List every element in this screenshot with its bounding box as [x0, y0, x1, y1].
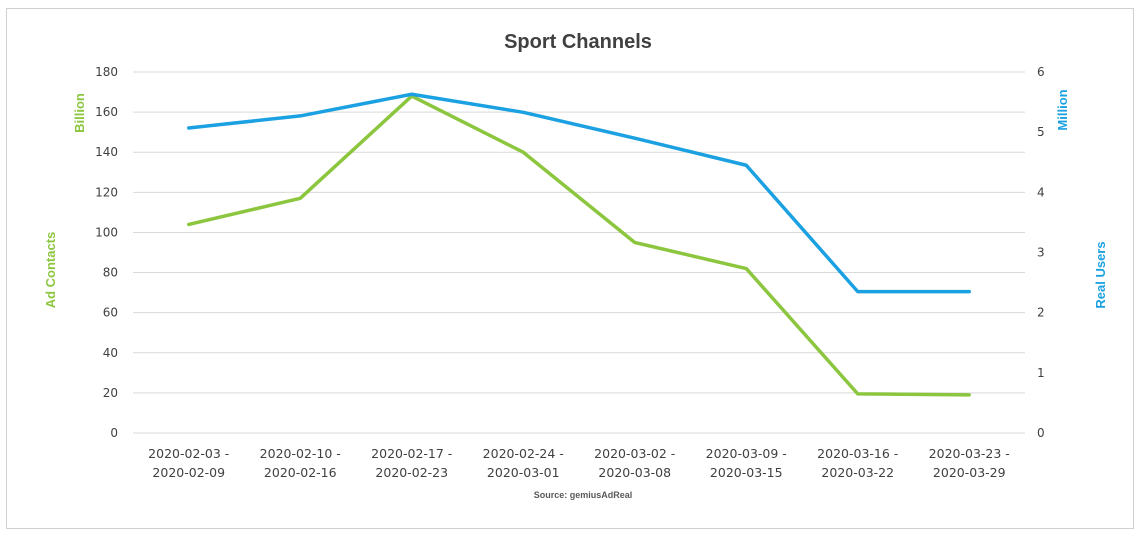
chart-frame [6, 8, 1134, 529]
real-users-line [187, 92, 971, 294]
gridlines [133, 71, 1025, 434]
category-label-line: 2020-02-16 [264, 465, 337, 480]
category-label: 2020-02-10 - 2020-02-16 [260, 446, 341, 480]
category-label: 2020-03-09 - 2020-03-15 [706, 446, 787, 480]
series-lines [187, 92, 971, 397]
chart-title: Sport Channels [504, 31, 652, 53]
category-label: 2020-02-24 - 2020-03-01 [483, 446, 564, 480]
category-label-line: 2020-02-23 [375, 465, 448, 480]
left-tick-label: 0 [110, 426, 118, 440]
right-tick-label: 0 [1037, 426, 1045, 440]
category-label-line: 2020-03-29 [933, 465, 1006, 480]
category-label-line: 2020-03-08 [598, 465, 671, 480]
category-label-line: 2020-03-23 - [929, 446, 1010, 461]
left-axis-label: Ad Contacts [43, 232, 58, 309]
left-tick-label: 160 [95, 105, 118, 119]
category-label-line: 2020-03-16 - [817, 446, 898, 461]
right-axis-ticks: 0 1 2 3 4 5 6 [1037, 65, 1045, 440]
left-tick-label: 80 [103, 266, 118, 280]
category-label-line: 2020-03-01 [487, 465, 560, 480]
category-label-line: 2020-03-02 - [594, 446, 675, 461]
category-label-line: 2020-02-10 - [260, 446, 341, 461]
right-tick-label: 6 [1037, 65, 1045, 79]
right-axis-label: Real Users [1093, 241, 1108, 308]
left-axis-unit: Billion [72, 93, 87, 133]
category-label-line: 2020-03-15 [710, 465, 783, 480]
ad-contacts-line [187, 94, 971, 397]
left-axis-ticks: 0 20 40 60 80 100 120 140 160 180 [95, 65, 118, 440]
left-tick-label: 60 [103, 306, 118, 320]
right-axis-unit: Million [1055, 89, 1070, 130]
left-tick-label: 20 [103, 386, 118, 400]
left-tick-label: 100 [95, 225, 118, 239]
category-label-line: 2020-03-22 [821, 465, 894, 480]
category-label-line: 2020-03-09 - [706, 446, 787, 461]
category-label: 2020-02-17 - 2020-02-23 [371, 446, 452, 480]
category-label: 2020-03-02 - 2020-03-08 [594, 446, 675, 480]
right-tick-label: 5 [1037, 125, 1045, 139]
right-tick-label: 3 [1037, 246, 1045, 260]
category-label: 2020-03-16 - 2020-03-22 [817, 446, 898, 480]
right-tick-label: 4 [1037, 185, 1045, 199]
category-label-line: 2020-02-24 - [483, 446, 564, 461]
category-label: 2020-02-03 - 2020-02-09 [148, 446, 229, 480]
right-tick-label: 2 [1037, 306, 1045, 320]
left-tick-label: 40 [103, 346, 118, 360]
right-tick-label: 1 [1037, 366, 1045, 380]
category-label-line: 2020-02-09 [152, 465, 225, 480]
category-label-line: 2020-02-17 - [371, 446, 452, 461]
source-note: Source: gemiusAdReal [534, 490, 633, 500]
category-label: 2020-03-23 - 2020-03-29 [929, 446, 1010, 480]
category-label-line: 2020-02-03 - [148, 446, 229, 461]
left-tick-label: 140 [95, 145, 118, 159]
left-tick-label: 120 [95, 185, 118, 199]
left-tick-label: 180 [95, 65, 118, 79]
